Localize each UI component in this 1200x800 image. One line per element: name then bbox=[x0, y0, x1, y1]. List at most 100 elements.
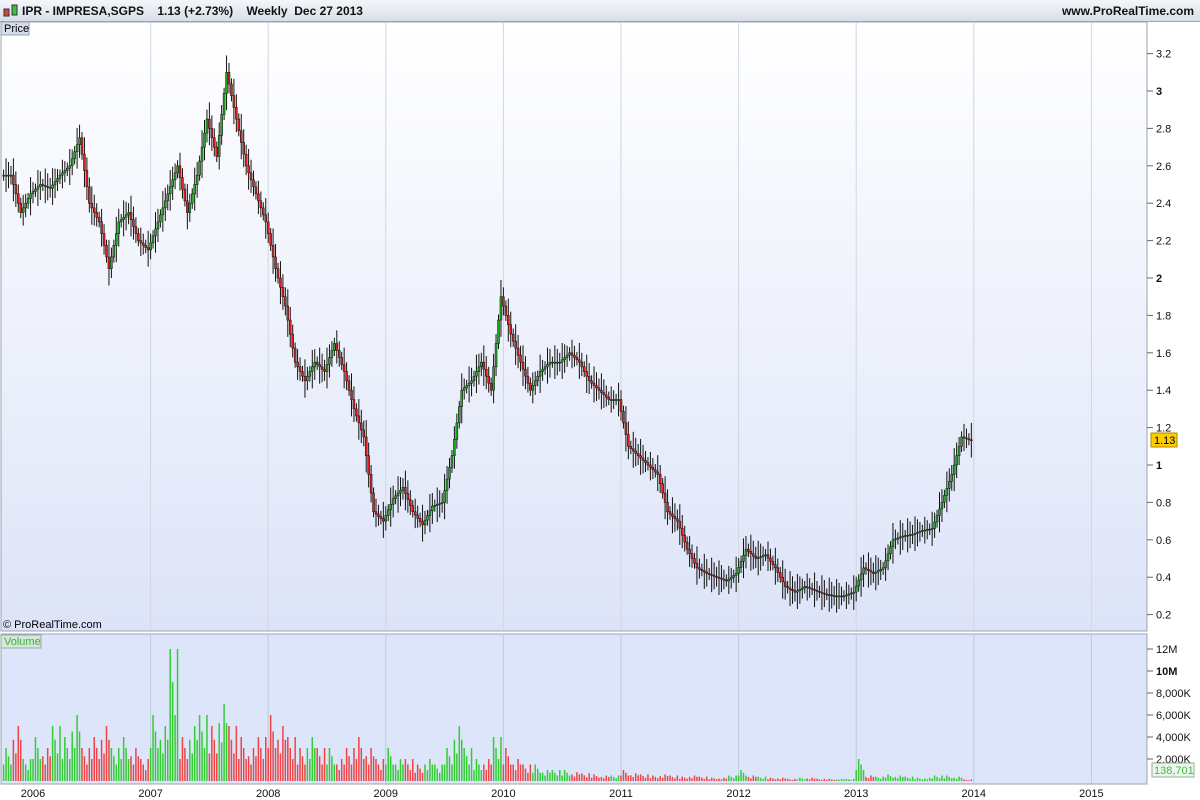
candle-body bbox=[472, 375, 476, 382]
candle-body bbox=[240, 130, 243, 143]
candle-body bbox=[382, 518, 385, 522]
candle-body bbox=[658, 474, 662, 484]
y-tick-label: 1.2 bbox=[1156, 423, 1171, 435]
y-tick-label: 1.4 bbox=[1156, 385, 1171, 397]
candle-body bbox=[372, 492, 375, 512]
chart-title: IPR - IMPRESA,SGPS 1.13 (+2.73%) Weekly … bbox=[22, 4, 363, 18]
candle-body bbox=[401, 487, 405, 491]
candle-body bbox=[592, 382, 596, 386]
candle-body bbox=[244, 153, 248, 167]
x-tick-label: 2012 bbox=[726, 788, 750, 800]
candle-body bbox=[842, 595, 846, 598]
candle-body bbox=[759, 556, 762, 558]
candle-body bbox=[325, 364, 329, 372]
candle-body bbox=[477, 366, 481, 372]
candle-body bbox=[857, 579, 860, 587]
candle-body bbox=[470, 380, 473, 384]
candle-body bbox=[514, 340, 517, 349]
candle-body bbox=[235, 107, 238, 120]
candle-body bbox=[504, 305, 508, 316]
candle-body bbox=[222, 93, 226, 115]
candle-body bbox=[426, 515, 429, 521]
candle-body bbox=[646, 462, 650, 466]
candle-body bbox=[911, 533, 914, 536]
candle-body bbox=[524, 368, 527, 377]
candle-body bbox=[293, 347, 297, 363]
candle-body bbox=[661, 483, 664, 494]
candle-body bbox=[560, 359, 564, 363]
candle-body bbox=[551, 361, 554, 364]
candle-body bbox=[874, 571, 878, 574]
candle-body bbox=[171, 179, 174, 188]
candle-body bbox=[394, 495, 397, 499]
candle-body bbox=[553, 361, 557, 364]
candle-body bbox=[906, 534, 909, 537]
x-tick-label: 2014 bbox=[962, 788, 986, 800]
candle-body bbox=[107, 256, 111, 269]
x-tick-label: 2008 bbox=[256, 788, 280, 800]
candle-body bbox=[274, 256, 277, 269]
candle-body bbox=[266, 221, 270, 234]
candle-body bbox=[612, 399, 615, 401]
candle-body bbox=[521, 361, 525, 370]
candle-body bbox=[421, 521, 424, 526]
candle-body bbox=[489, 382, 493, 391]
candle-body bbox=[387, 509, 390, 516]
candle-body bbox=[51, 184, 54, 189]
candle-body bbox=[242, 142, 245, 155]
candle-body bbox=[362, 429, 365, 438]
candle-body bbox=[671, 513, 674, 517]
candle-body bbox=[891, 539, 895, 548]
candle-body bbox=[820, 591, 824, 594]
candle-body bbox=[142, 242, 145, 246]
candle-body bbox=[379, 516, 383, 520]
volume-y-tick-label: 8,000K bbox=[1156, 688, 1192, 700]
candle-body bbox=[433, 504, 437, 507]
price-label: Price bbox=[4, 23, 29, 35]
candle-body bbox=[854, 585, 858, 593]
candle-body bbox=[200, 146, 204, 162]
candle-body bbox=[97, 216, 101, 223]
candle-body bbox=[237, 118, 241, 131]
candle-body bbox=[159, 214, 162, 223]
candle-body bbox=[869, 570, 873, 573]
candle-body bbox=[93, 207, 96, 213]
candle-body bbox=[916, 532, 919, 534]
candle-body bbox=[850, 592, 853, 595]
candle-body bbox=[737, 567, 740, 574]
candle-body bbox=[639, 455, 642, 459]
candle-body bbox=[53, 181, 57, 186]
candle-body bbox=[191, 193, 194, 204]
y-tick-label: 1 bbox=[1156, 460, 1162, 472]
y-tick-label: 0.6 bbox=[1156, 535, 1171, 547]
candle-body bbox=[803, 586, 806, 589]
candle-body bbox=[347, 380, 351, 391]
last-volume-badge bbox=[1151, 762, 1195, 778]
candle-body bbox=[391, 498, 395, 505]
candle-body bbox=[663, 492, 667, 503]
site-link[interactable]: www.ProRealTime.com bbox=[1061, 4, 1194, 18]
candle-body bbox=[715, 576, 718, 578]
candle-body bbox=[948, 481, 951, 489]
candle-body bbox=[619, 399, 623, 412]
candle-body bbox=[678, 520, 682, 529]
candle-body bbox=[340, 357, 343, 365]
candle-body bbox=[249, 172, 253, 181]
candle-body bbox=[903, 535, 907, 537]
candle-body bbox=[213, 137, 216, 148]
candle-body bbox=[634, 450, 637, 454]
candle-body bbox=[181, 177, 184, 190]
y-tick-label: 2 bbox=[1156, 273, 1162, 285]
candle-body bbox=[156, 221, 160, 230]
candle-body bbox=[852, 591, 855, 594]
candle-body bbox=[31, 191, 35, 195]
candle-body bbox=[676, 518, 679, 522]
candle-body bbox=[749, 551, 753, 555]
y-tick-label: 2.2 bbox=[1156, 236, 1171, 248]
candle-body bbox=[583, 366, 586, 372]
candle-body bbox=[306, 375, 309, 382]
candle-body bbox=[335, 343, 339, 351]
candle-body bbox=[264, 214, 267, 223]
candle-body bbox=[389, 504, 392, 511]
